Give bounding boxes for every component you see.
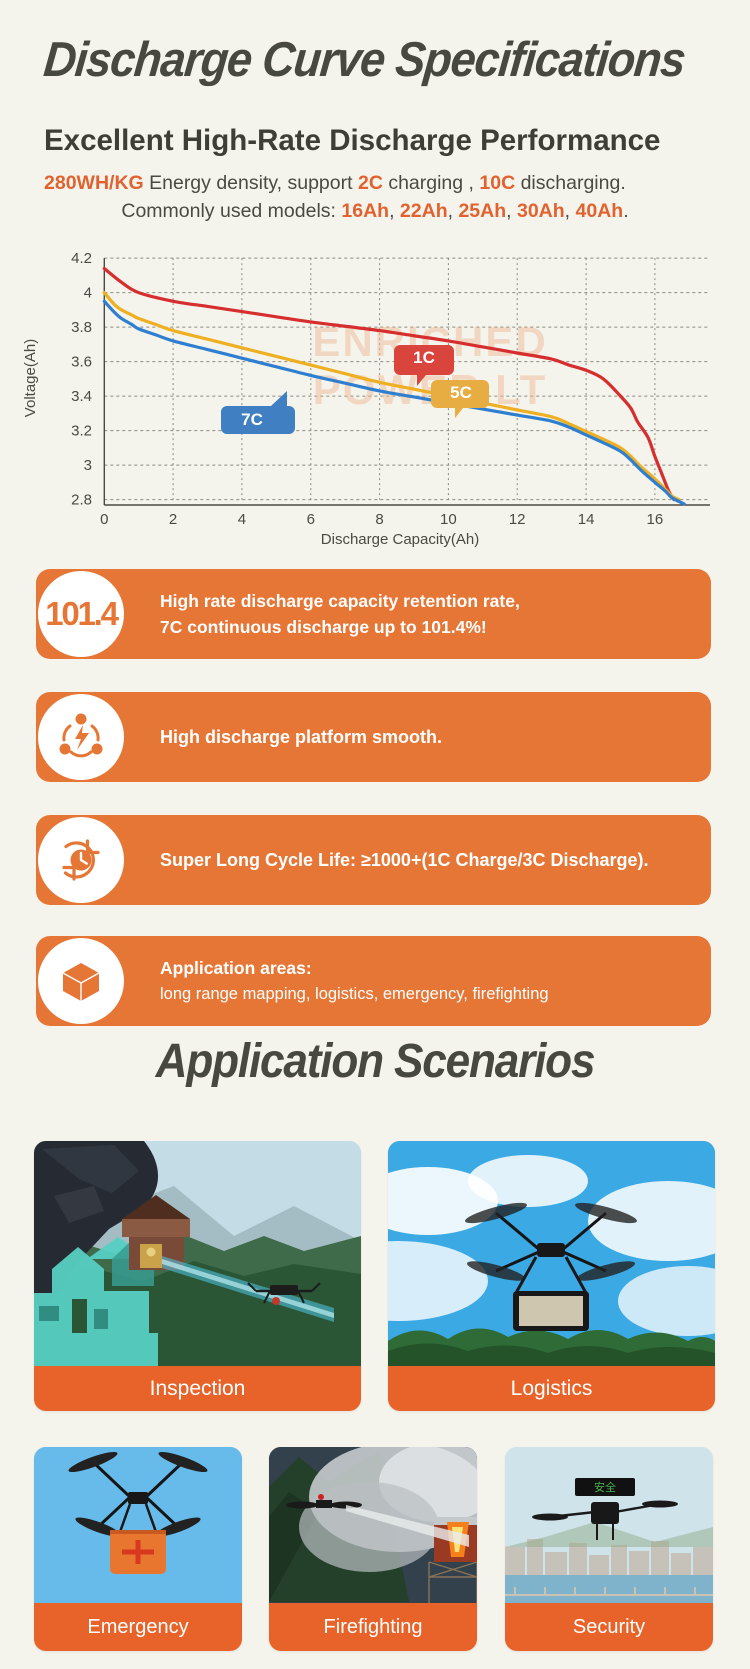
svg-text:3.2: 3.2 [71,423,92,440]
svg-text:4: 4 [84,285,92,302]
svg-text:6: 6 [307,511,315,528]
svg-text:4: 4 [238,511,246,528]
svg-text:3: 3 [84,457,92,474]
svg-text:3.4: 3.4 [71,388,92,405]
svg-text:16: 16 [647,511,664,528]
svg-text:1C: 1C [413,348,435,367]
svg-text:0: 0 [100,511,108,528]
svg-text:Discharge Capacity(Ah): Discharge Capacity(Ah) [321,531,479,548]
svg-text:Voltage(Ah): Voltage(Ah) [22,339,39,417]
svg-text:10: 10 [440,511,457,528]
svg-text:安全: 安全 [594,1480,616,1494]
svg-text:3.8: 3.8 [71,319,92,336]
svg-text:3.6: 3.6 [71,354,92,371]
svg-text:5C: 5C [450,383,472,402]
svg-text:2.8: 2.8 [71,492,92,509]
svg-text:8: 8 [375,511,383,528]
svg-text:7C: 7C [241,410,263,429]
svg-text:12: 12 [509,511,526,528]
svg-text:2: 2 [169,511,177,528]
svg-text:4.2: 4.2 [71,250,92,267]
svg-text:14: 14 [578,511,595,528]
